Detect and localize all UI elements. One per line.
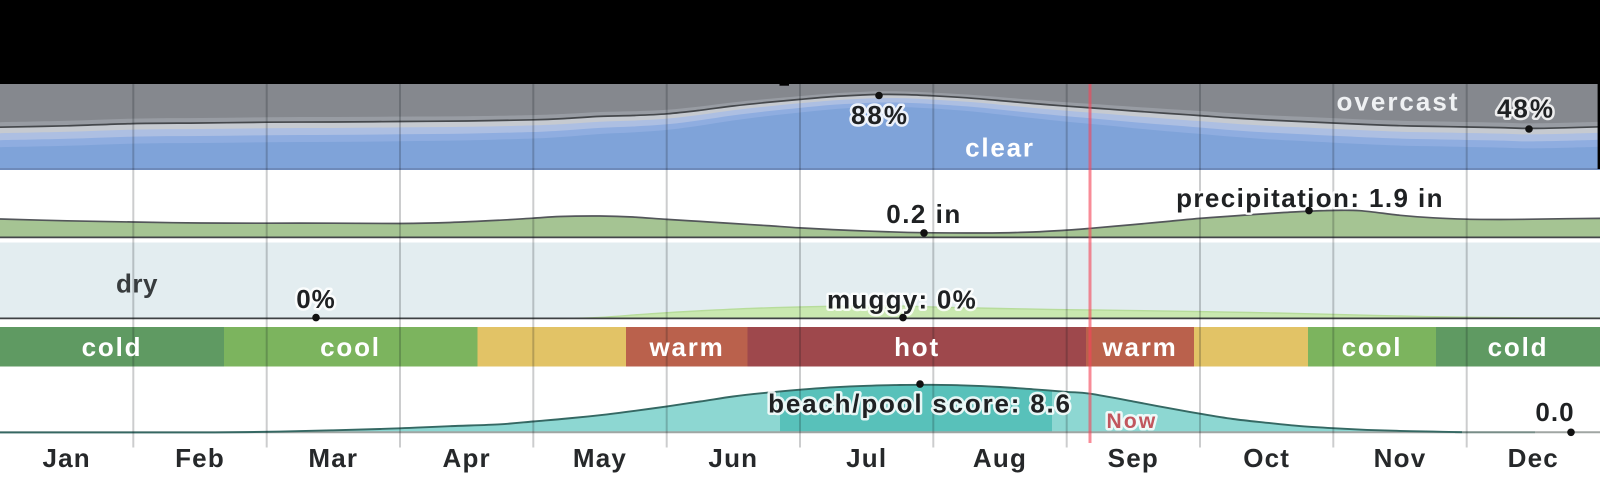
svg-text:Feb: Feb bbox=[175, 443, 225, 473]
svg-text:hot: hot bbox=[894, 332, 940, 362]
svg-text:cool: cool bbox=[1342, 332, 1403, 362]
svg-text:Jan: Jan bbox=[42, 443, 90, 473]
svg-text:cold: cold bbox=[1488, 332, 1549, 362]
svg-text:cold: cold bbox=[82, 332, 143, 362]
svg-text:0%: 0% bbox=[296, 284, 336, 314]
svg-text:Oct: Oct bbox=[1243, 443, 1290, 473]
svg-text:Jun: Jun bbox=[708, 443, 758, 473]
svg-text:Now: Now bbox=[1107, 410, 1158, 433]
svg-text:48%: 48% bbox=[1497, 94, 1555, 124]
svg-text:Nov: Nov bbox=[1374, 443, 1427, 473]
svg-text:overcast: overcast bbox=[1337, 87, 1460, 117]
svg-text:clear: clear bbox=[965, 133, 1035, 163]
svg-text:88%: 88% bbox=[851, 100, 909, 130]
svg-text:Jul: Jul bbox=[846, 443, 887, 473]
svg-text:dry: dry bbox=[116, 269, 158, 299]
svg-text:muggy: 0%: muggy: 0% bbox=[827, 285, 977, 315]
svg-text:beach/pool score: 8.6: beach/pool score: 8.6 bbox=[768, 389, 1072, 419]
svg-text:Sep: Sep bbox=[1108, 443, 1159, 473]
svg-text:0.0: 0.0 bbox=[1535, 397, 1574, 427]
svg-text:warm: warm bbox=[648, 332, 724, 362]
svg-text:Apr: Apr bbox=[442, 443, 490, 473]
svg-text:May: May bbox=[573, 443, 627, 473]
svg-text:cool: cool bbox=[320, 332, 381, 362]
svg-text:warm: warm bbox=[1101, 332, 1177, 362]
svg-text:Dec: Dec bbox=[1508, 443, 1559, 473]
svg-text:Aug: Aug bbox=[973, 443, 1027, 473]
svg-text:0.2 in: 0.2 in bbox=[886, 199, 961, 229]
svg-text:Mar: Mar bbox=[308, 443, 358, 473]
